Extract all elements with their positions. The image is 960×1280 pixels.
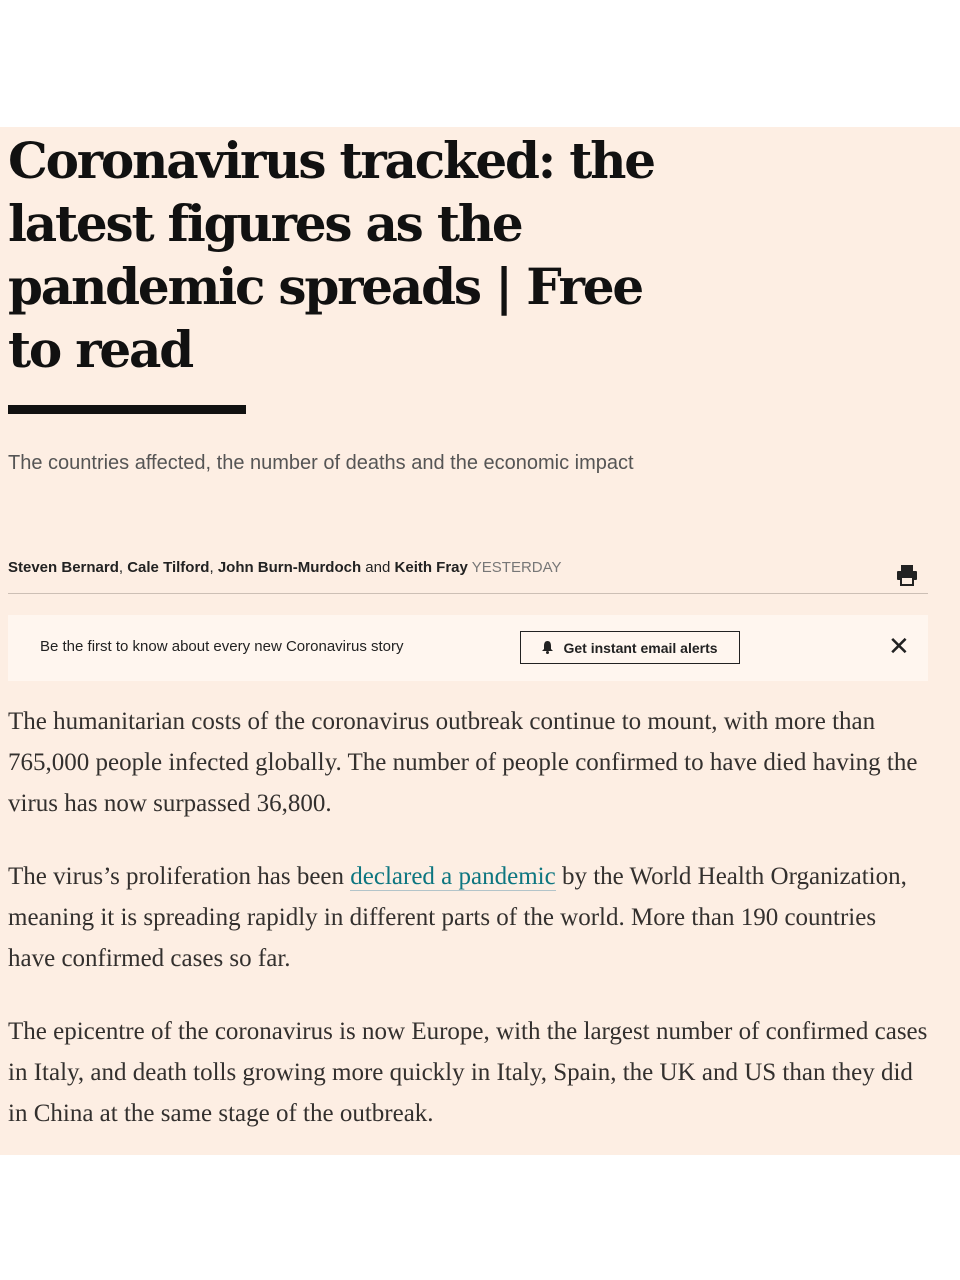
headline: Coronavirus tracked: the latest figures … — [8, 131, 656, 379]
close-icon[interactable]: ✕ — [888, 631, 910, 661]
publish-time: Yesterday — [471, 559, 562, 576]
author-link[interactable]: Steven Bernard — [8, 559, 119, 576]
email-alerts-label: Get instant email alerts — [563, 639, 718, 656]
separator: , — [209, 559, 218, 576]
article-body: The humanitarian costs of the coronaviru… — [8, 701, 928, 1166]
email-alert-banner: Be the first to know about every new Cor… — [8, 615, 928, 681]
text: by the World Health Organization, meanin… — [8, 863, 907, 972]
banner-text: Be the first to know about every new Cor… — [40, 638, 404, 655]
separator: and — [361, 559, 395, 576]
declared-pandemic-link[interactable]: declared a pandemic — [350, 863, 556, 891]
article-page: Coronavirus tracked: the latest figures … — [0, 127, 960, 1155]
headline-rule — [8, 405, 246, 414]
separator: , — [118, 559, 128, 576]
standfirst: The countries affected, the number of de… — [8, 452, 634, 474]
paragraph: The humanitarian costs of the coronaviru… — [8, 708, 918, 817]
paragraph: The epicentre of the coronavirus is now … — [8, 1018, 928, 1127]
email-alerts-button[interactable]: Get instant email alerts — [520, 631, 740, 664]
paragraph: The virus’s proliferation has been decla… — [8, 856, 928, 979]
author-link[interactable]: John Burn-Murdoch — [217, 559, 362, 576]
printer-icon[interactable] — [896, 564, 918, 586]
bell-icon — [542, 641, 554, 654]
author-link[interactable]: Cale Tilford — [127, 559, 210, 576]
text: The virus’s proliferation has been — [8, 863, 351, 890]
divider — [8, 593, 928, 594]
author-link[interactable]: Keith Fray — [394, 559, 468, 576]
byline: Steven Bernard, Cale Tilford, John Burn-… — [8, 559, 562, 576]
